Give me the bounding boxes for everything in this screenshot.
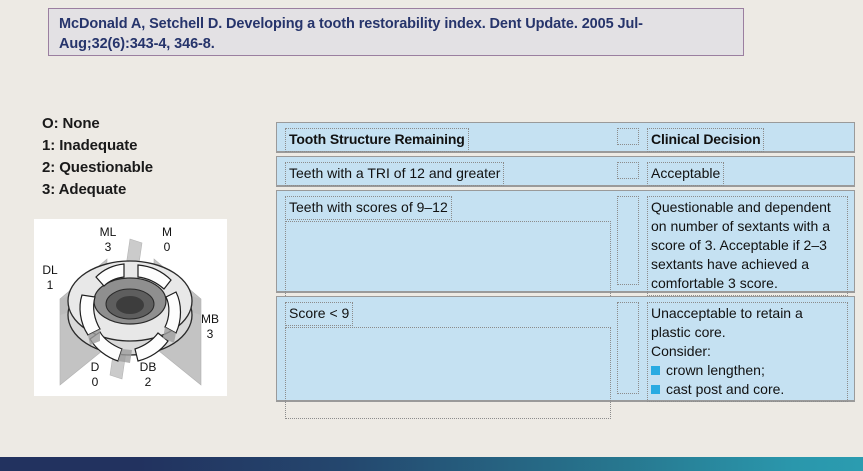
square-bullet-icon (651, 385, 660, 395)
tooth-label-ml-code: ML (100, 225, 117, 239)
row3-bullet-text-0: crown lengthen; (666, 362, 765, 379)
tooth-label-group: ML 3 M 0 DL 1 MB 3 D 0 DB 2 (42, 225, 219, 389)
tooth-label-dl-code: DL (42, 263, 58, 277)
row3-decision-block: Unacceptable to retain a plastic core. C… (647, 302, 848, 403)
header-cell-left: Tooth Structure Remaining (277, 123, 617, 153)
table-row: Score < 9 Unacceptable to retain a plast… (276, 296, 855, 420)
tooth-label-d-code: D (91, 360, 100, 374)
row2-cell-gap (617, 191, 639, 291)
tooth-label-dl-score: 1 (47, 278, 54, 292)
row1-gap-placeholder (617, 162, 639, 179)
header-gap-placeholder (617, 128, 639, 145)
row3-decision-intro: Unacceptable to retain a plastic core. (651, 305, 803, 341)
tooth-label-m-code: M (162, 225, 172, 239)
row2-gap-placeholder (617, 196, 639, 285)
row2-structure-text: Teeth with scores of 9–12 (285, 196, 452, 221)
tooth-label-m-score: 0 (164, 240, 171, 254)
slide-footer-bar (0, 457, 863, 471)
row1-decision-text: Acceptable (647, 162, 725, 187)
restorability-decision-table: Tooth Structure Remaining Clinical Decis… (276, 122, 855, 420)
row1-cell-left: Teeth with a TRI of 12 and greater (277, 157, 617, 187)
header-cell-gap (617, 123, 639, 151)
header-cell-right: Clinical Decision (639, 123, 854, 153)
row1-structure-text: Teeth with a TRI of 12 and greater (285, 162, 505, 187)
table-row: Teeth with scores of 9–12 Questionable a… (276, 190, 855, 311)
row3-bullet-item: crown lengthen; (651, 361, 844, 380)
column-header-clinical-decision: Clinical Decision (647, 128, 765, 153)
tooth-diagram-svg: ML 3 M 0 DL 1 MB 3 D 0 DB 2 (34, 219, 227, 396)
row2-cell-right: Questionable and dependent on number of … (639, 191, 854, 297)
citation-banner: McDonald A, Setchell D. Developing a too… (48, 8, 744, 56)
tooth-label-mb-score: 3 (207, 327, 214, 341)
score-key-item-0: O: None (42, 115, 100, 132)
score-key-item-1: 1: Inadequate (42, 137, 138, 155)
row3-cell-right: Unacceptable to retain a plastic core. C… (639, 297, 854, 403)
score-key-item-3: 3: Adequate (42, 181, 127, 199)
table-row: Teeth with a TRI of 12 and greater Accep… (276, 156, 855, 187)
tooth-label-mb-code: MB (201, 312, 219, 326)
tooth-wall-segments (79, 263, 182, 362)
tooth-sextant-diagram: ML 3 M 0 DL 1 MB 3 D 0 DB 2 (34, 219, 227, 396)
row3-bullet-text-1: cast post and core. (666, 381, 785, 398)
tooth-shading (88, 327, 176, 363)
table-header-row: Tooth Structure Remaining Clinical Decis… (276, 122, 855, 153)
row3-structure-text: Score < 9 (285, 302, 354, 327)
row3-cell-left: Score < 9 (277, 297, 617, 420)
tooth-label-db-code: DB (140, 360, 157, 374)
row1-cell-gap (617, 157, 639, 185)
column-header-tooth-structure: Tooth Structure Remaining (285, 128, 469, 153)
tooth-label-ml-score: 3 (105, 240, 112, 254)
row1-cell-right: Acceptable (639, 157, 854, 187)
row3-cell-gap (617, 297, 639, 400)
row3-decision-consider-label: Consider: (651, 343, 711, 360)
row3-bullet-item: cast post and core. (651, 380, 844, 399)
row2-decision-text: Questionable and dependent on number of … (647, 196, 848, 297)
row3-left-placeholder (285, 327, 611, 420)
row3-gap-placeholder (617, 302, 639, 394)
tooth-label-db-score: 2 (145, 375, 152, 389)
citation-text: McDonald A, Setchell D. Developing a too… (59, 16, 643, 52)
tooth-label-d-score: 0 (92, 375, 99, 389)
square-bullet-icon (651, 366, 660, 376)
score-key: O: None 1: Inadequate 2: Questionable 3:… (42, 113, 252, 201)
score-key-item-2: 2: Questionable (42, 159, 154, 177)
row2-cell-left: Teeth with scores of 9–12 (277, 191, 617, 311)
